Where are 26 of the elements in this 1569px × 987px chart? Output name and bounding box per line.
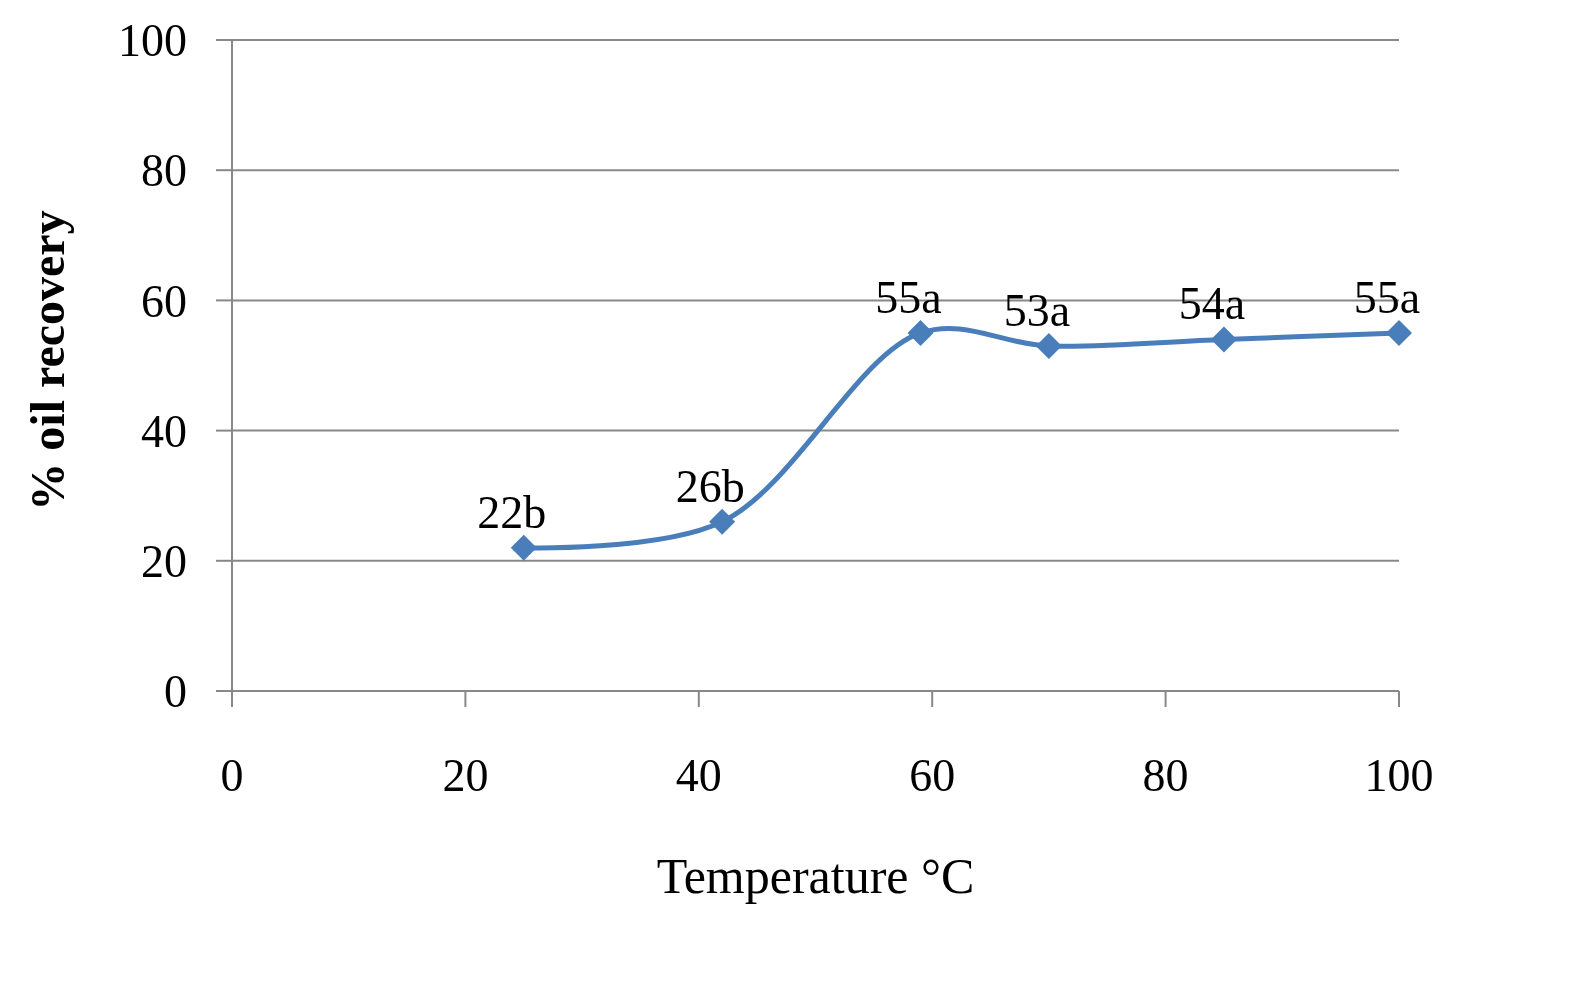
point xyxy=(510,534,537,561)
x-tick-label: 80 xyxy=(1142,750,1189,801)
data-label: 55a xyxy=(1353,271,1421,323)
y-tick-label: 40 xyxy=(141,405,187,457)
x-tick-label: 0 xyxy=(220,750,244,801)
data-label: 53a xyxy=(1003,284,1071,336)
x-tick-label: 20 xyxy=(442,750,489,801)
y-tick-label: 0 xyxy=(164,666,187,718)
y-tick-label: 20 xyxy=(141,535,187,587)
point xyxy=(709,508,736,535)
point xyxy=(1035,332,1062,359)
point xyxy=(907,319,934,346)
data-label: 26b xyxy=(675,460,745,512)
point xyxy=(1210,326,1237,353)
y-axis-title: % oil recovery xyxy=(21,210,74,511)
x-tick-label: 100 xyxy=(1364,750,1434,801)
data-label: 54a xyxy=(1178,278,1246,330)
point xyxy=(1386,319,1412,346)
data-label: 22b xyxy=(477,486,547,538)
y-tick-label: 80 xyxy=(141,145,187,197)
y-tick-label: 60 xyxy=(141,275,187,327)
data-label: 55a xyxy=(875,271,942,323)
x-tick-label: 60 xyxy=(909,750,956,801)
x-tick-label: 40 xyxy=(675,750,722,801)
x-axis-title: Temperature °C xyxy=(656,848,975,904)
y-tick-label: 100 xyxy=(118,15,187,67)
